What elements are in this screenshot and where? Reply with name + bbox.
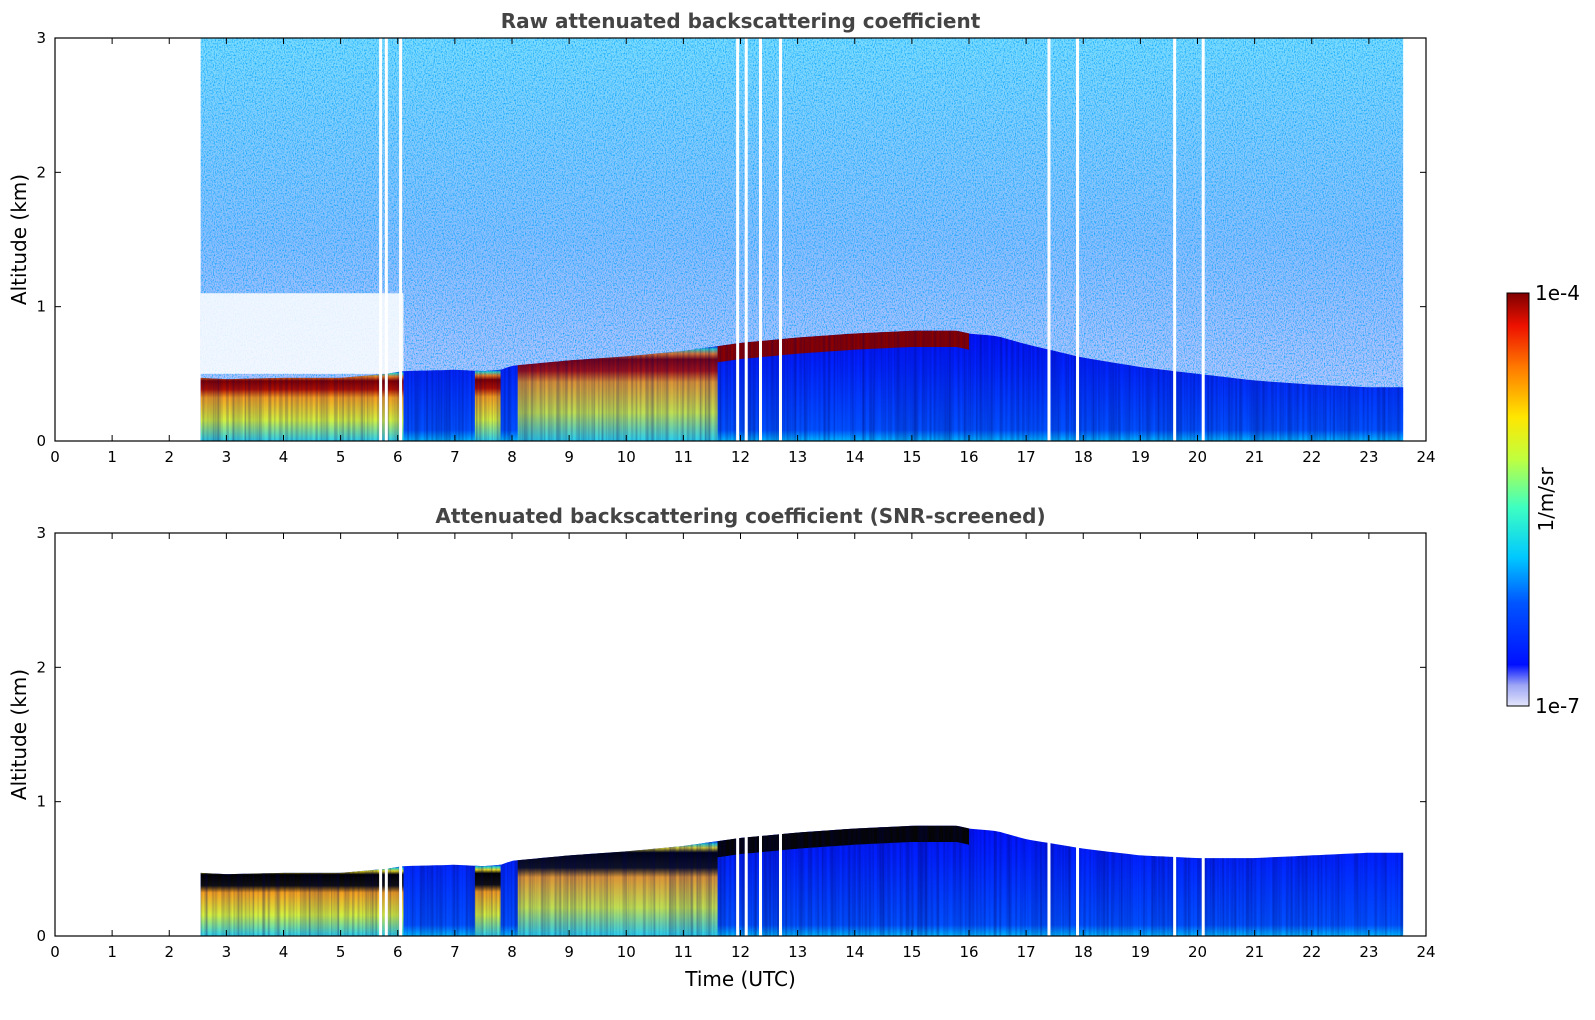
colorbar-label: 1/m/sr — [1534, 467, 1558, 532]
x-tick-label: 18 — [1074, 943, 1093, 961]
x-tick-label: 9 — [564, 943, 574, 961]
data-gap — [1201, 533, 1205, 936]
x-tick-label: 5 — [336, 448, 346, 466]
data-gap — [1076, 533, 1080, 936]
colorbar-min-label: 1e-7 — [1535, 694, 1580, 718]
x-tick-label: 20 — [1188, 943, 1207, 961]
heatmap-area — [200, 38, 1404, 441]
x-tick-label: 10 — [617, 943, 636, 961]
y-tick-label: 0 — [36, 927, 46, 945]
colorbar-gradient — [1506, 292, 1530, 707]
x-tick-label: 4 — [279, 448, 289, 466]
y-axis-label: Altitude (km) — [7, 174, 31, 305]
x-tick-label: 16 — [959, 943, 978, 961]
data-gap — [384, 533, 388, 936]
x-tick-label: 9 — [564, 448, 574, 466]
x-tick-label: 22 — [1302, 943, 1321, 961]
x-tick-label: 10 — [617, 448, 636, 466]
x-tick-label: 15 — [902, 943, 921, 961]
x-tick-label: 6 — [393, 448, 403, 466]
y-axis-label: Altitude (km) — [7, 669, 31, 800]
x-tick-label: 17 — [1017, 943, 1036, 961]
x-tick-label: 12 — [731, 943, 750, 961]
x-tick-label: 7 — [450, 943, 460, 961]
data-gap — [379, 38, 383, 441]
x-tick-label: 8 — [507, 448, 517, 466]
x-tick-label: 21 — [1245, 448, 1264, 466]
data-gap — [379, 533, 383, 936]
colorbar: 1e-4 1e-7 1/m/sr — [1506, 281, 1580, 718]
x-tick-label: 13 — [788, 943, 807, 961]
x-tick-label: 23 — [1359, 943, 1378, 961]
y-tick-label: 2 — [36, 658, 46, 676]
data-gap — [744, 533, 748, 936]
heatmap-area — [200, 533, 1404, 936]
x-tick-label: 19 — [1131, 943, 1150, 961]
x-tick-label: 16 — [959, 448, 978, 466]
panel-title: Attenuated backscattering coefficient (S… — [435, 504, 1045, 528]
data-gap — [1047, 38, 1051, 441]
x-tick-label: 7 — [450, 448, 460, 466]
x-tick-label: 3 — [222, 448, 232, 466]
data-gap — [778, 533, 782, 936]
panel-2: 0 1 2 3 4 5 6 7 8 9 10 11 12 13 14 15 16 17 18 19 20 21 22 23 24… — [7, 504, 1436, 991]
streak-texture — [200, 330, 1404, 441]
data-gap — [744, 38, 748, 441]
x-tick-label: 8 — [507, 943, 517, 961]
data-gap — [1173, 38, 1177, 441]
x-tick-label: 21 — [1245, 943, 1264, 961]
x-tick-label: 2 — [164, 448, 174, 466]
data-gap — [384, 38, 388, 441]
data-gap — [736, 533, 740, 936]
x-tick-label: 4 — [279, 943, 289, 961]
x-tick-label: 1 — [107, 943, 117, 961]
x-tick-label: 2 — [164, 943, 174, 961]
x-axis-label: Time (UTC) — [684, 967, 796, 991]
data-gap — [1076, 38, 1080, 441]
data-gap — [758, 38, 762, 441]
colorbar-max-label: 1e-4 — [1535, 281, 1580, 305]
x-tick-label: 20 — [1188, 448, 1207, 466]
y-tick-label: 2 — [36, 163, 46, 181]
x-tick-label: 15 — [902, 448, 921, 466]
x-tick-label: 17 — [1017, 448, 1036, 466]
x-tick-label: 13 — [788, 448, 807, 466]
x-tick-label: 3 — [222, 943, 232, 961]
x-tick-label: 5 — [336, 943, 346, 961]
y-tick-label: 3 — [36, 29, 46, 47]
x-tick-label: 18 — [1074, 448, 1093, 466]
data-gap — [1201, 38, 1205, 441]
data-gap — [399, 38, 403, 441]
x-tick-label: 12 — [731, 448, 750, 466]
data-gap — [1173, 533, 1177, 936]
x-tick-label: 0 — [50, 943, 60, 961]
streak-texture — [200, 825, 1404, 936]
data-gap — [778, 38, 782, 441]
x-tick-label: 11 — [674, 448, 693, 466]
x-tick-label: 14 — [845, 448, 864, 466]
y-tick-label: 1 — [36, 793, 46, 811]
panel-title: Raw attenuated backscattering coefficien… — [501, 9, 981, 33]
panel-1: 0 1 2 3 4 5 6 7 8 9 10 11 12 13 14 15 16 17 18 19 20 21 22 23 24… — [7, 9, 1436, 466]
y-tick-label: 1 — [36, 298, 46, 316]
sparse-region — [200, 293, 404, 374]
x-tick-label: 23 — [1359, 448, 1378, 466]
x-tick-label: 19 — [1131, 448, 1150, 466]
x-tick-label: 22 — [1302, 448, 1321, 466]
data-gap — [399, 533, 403, 936]
x-tick-label: 1 — [107, 448, 117, 466]
x-tick-label: 0 — [50, 448, 60, 466]
x-tick-label: 24 — [1416, 943, 1435, 961]
data-gap — [758, 533, 762, 936]
x-tick-label: 6 — [393, 943, 403, 961]
y-tick-label: 0 — [36, 432, 46, 450]
data-gap — [736, 38, 740, 441]
x-tick-label: 24 — [1416, 448, 1435, 466]
y-tick-label: 3 — [36, 524, 46, 542]
x-tick-label: 11 — [674, 943, 693, 961]
data-gap — [1047, 533, 1051, 936]
x-tick-label: 14 — [845, 943, 864, 961]
